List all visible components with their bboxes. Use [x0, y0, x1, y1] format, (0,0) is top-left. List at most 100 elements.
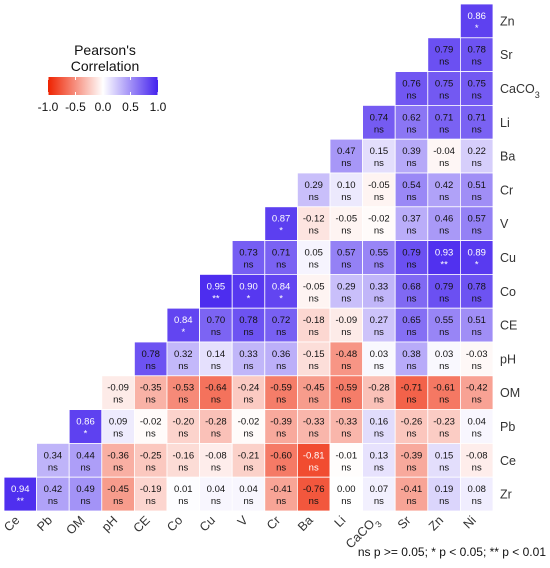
heatmap-cell-10-5 — [166, 341, 200, 377]
cell-value-label: 0.01 — [174, 484, 193, 495]
heatmap-cell-7-11 — [362, 240, 396, 275]
cell-significance-label: ns — [178, 496, 188, 507]
cell-significance-label: ns — [472, 462, 482, 473]
cell-value-label: -0.18 — [303, 315, 325, 326]
cell-significance-label: ns — [146, 429, 156, 440]
cell-significance-label: ns — [113, 395, 123, 406]
y-tick-label: Sr — [500, 48, 513, 62]
y-tick-label: Ba — [500, 150, 515, 164]
heatmap-cell-14-8 — [264, 476, 298, 512]
cell-value-label: 0.36 — [272, 349, 291, 360]
cell-significance-label: ns — [309, 395, 319, 406]
cell-significance-label: ns — [374, 260, 384, 271]
x-tick-label: Pb — [34, 513, 55, 534]
cell-significance-label: ns — [406, 462, 416, 473]
x-tick-label: Ce — [1, 513, 22, 534]
cell-significance-label: * — [475, 23, 479, 34]
heatmap-cell-8-7 — [231, 273, 266, 309]
cell-value-label: 0.94 — [11, 484, 30, 495]
cell-value-label: 0.93 — [435, 248, 454, 259]
cell-significance-label: ns — [439, 429, 449, 440]
cell-significance-label: * — [279, 293, 283, 304]
cell-value-label: 0.33 — [370, 281, 389, 292]
cell-value-label: 0.79 — [435, 45, 454, 56]
heatmap-cell-9-14 — [459, 307, 494, 343]
heatmap-cell-14-7 — [231, 476, 266, 512]
legend-tick-label: 0.5 — [122, 100, 139, 114]
cell-significance-label: ns — [439, 462, 449, 473]
legend-tick-label: -0.5 — [65, 100, 86, 114]
y-tick-label: Pb — [500, 420, 515, 434]
heatmap-cell-12-9 — [296, 409, 331, 444]
cell-significance-label: ns — [439, 496, 449, 507]
cell-significance-label: ns — [341, 260, 351, 271]
cell-significance-label: ns — [472, 158, 482, 169]
cell-value-label: 0.87 — [272, 214, 291, 225]
cell-significance-label: ** — [212, 293, 220, 304]
legend-title-line2: Correlation — [71, 58, 139, 74]
significance-footnote: ns p >= 0.05; * p < 0.05; ** p < 0.01 — [358, 545, 546, 559]
cell-value-label: -0.23 — [433, 417, 455, 428]
heatmap-cell-10-6 — [199, 341, 233, 377]
cell-value-label: -0.81 — [303, 450, 325, 461]
cell-significance-label: ns — [341, 462, 351, 473]
x-tick-label: Co — [164, 513, 185, 534]
cell-significance-label: ns — [309, 293, 319, 304]
cell-significance-label: ns — [276, 361, 286, 372]
cell-significance-label: ns — [406, 496, 416, 507]
cell-value-label: -0.02 — [368, 214, 390, 225]
heatmap-cell-14-2 — [68, 476, 103, 512]
cell-value-label: 0.09 — [109, 417, 128, 428]
cell-significance-label: * — [475, 260, 479, 271]
cell-value-label: 0.13 — [370, 450, 389, 461]
cell-significance-label: ns — [439, 158, 449, 169]
cell-value-label: -0.05 — [335, 214, 357, 225]
heatmap-cell-5-13 — [427, 172, 461, 208]
cell-value-label: -0.09 — [335, 315, 357, 326]
heatmap-cell-12-2 — [68, 409, 103, 444]
cell-significance-label: ns — [439, 124, 449, 135]
cell-value-label: -0.08 — [205, 450, 227, 461]
cell-significance-label: ns — [341, 192, 351, 203]
heatmap-cell-12-8 — [264, 409, 298, 444]
heatmap-cell-13-2 — [68, 442, 103, 478]
heatmap-cell-4-11 — [362, 138, 396, 174]
cell-value-label: -0.05 — [303, 281, 325, 292]
cell-value-label: 0.10 — [337, 180, 356, 191]
cell-value-label: -0.25 — [140, 450, 162, 461]
cell-value-label: 0.72 — [272, 315, 291, 326]
cell-significance-label: ns — [178, 361, 188, 372]
cell-value-label: 0.42 — [435, 180, 454, 191]
cell-significance-label: ns — [341, 226, 351, 237]
heatmap-cell-10-8 — [264, 341, 298, 377]
cell-significance-label: ns — [309, 260, 319, 271]
cell-value-label: 0.71 — [435, 112, 454, 123]
heatmap-cell-1-13 — [427, 37, 461, 72]
x-tick-label: OM — [63, 513, 87, 537]
cell-value-label: -0.53 — [172, 383, 194, 394]
cell-significance-label: ns — [243, 260, 253, 271]
y-axis-labels: Zn Sr CaCO3 Li Ba Cr V Cu Co CE pH OM Pb Ce Zr — [500, 14, 540, 501]
heatmap-cell-11-5 — [166, 375, 200, 410]
cell-significance-label: ns — [374, 462, 384, 473]
x-tick-label: Ni — [461, 513, 479, 531]
cell-significance-label: ns — [374, 429, 384, 440]
cell-significance-label: ns — [243, 496, 253, 507]
cell-significance-label: ns — [472, 361, 482, 372]
heatmap-cell-11-6 — [199, 375, 233, 410]
cell-value-label: 0.44 — [76, 450, 95, 461]
heatmap-cell-10-12 — [394, 341, 429, 377]
cell-significance-label: ns — [406, 91, 416, 102]
cell-significance-label: ns — [439, 293, 449, 304]
cell-value-label: -0.20 — [172, 417, 194, 428]
cell-value-label: 0.74 — [370, 112, 389, 123]
cell-significance-label: ns — [243, 361, 253, 372]
cell-significance-label: ns — [472, 496, 482, 507]
cell-significance-label: ns — [309, 429, 319, 440]
legend-ticks: -1.0 -0.5 0.0 0.5 1.0 — [38, 77, 167, 114]
cell-significance-label: ns — [146, 361, 156, 372]
cell-significance-label: ns — [406, 361, 416, 372]
cell-value-label: 0.62 — [402, 112, 421, 123]
cell-value-label: 0.04 — [239, 484, 258, 495]
cell-significance-label: ns — [276, 395, 286, 406]
